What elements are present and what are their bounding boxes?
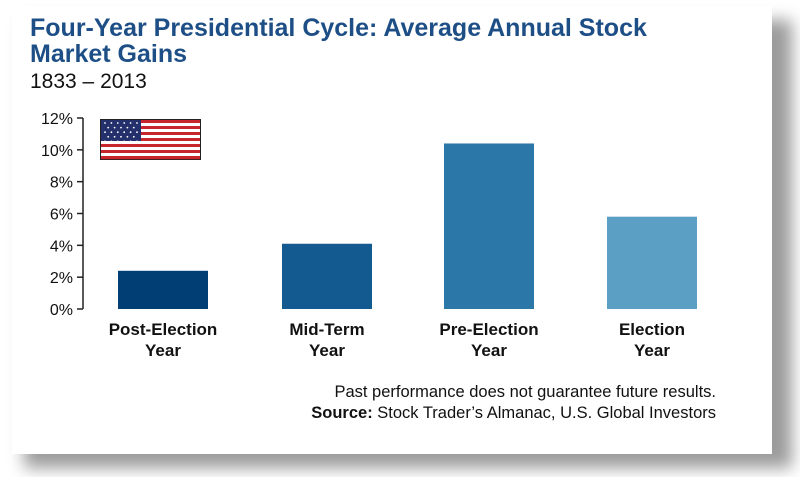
flag-star [136,131,138,134]
flag-star [126,126,129,129]
x-category-label-line: Year [145,341,181,360]
flag-star [113,126,116,129]
flag-star [123,122,126,124]
flag-star [129,140,132,143]
flag-stripe [101,144,200,148]
flag-star [132,126,135,129]
bar [118,270,208,309]
y-tick-label: 4% [50,238,73,255]
chart-subtitle: 1833 – 2013 [30,70,147,93]
disclaimer-text: Past performance does not guarantee futu… [334,383,716,401]
y-axis: 0% 2% 4% 6% 8% 10% 12% [41,111,84,319]
y-tick-label: 10% [41,143,73,160]
flag-stripe [101,120,200,124]
flag-star [116,140,119,143]
x-category-label-line: Election [619,320,685,339]
x-category-label-line: Post-Election [109,320,218,339]
chart-title: Four-Year Presidential Cycle: Average An… [30,14,647,68]
x-category-label: Pre-Election Year [439,320,538,360]
flag-star [110,140,113,143]
bars [118,143,697,309]
y-tick-label: 8% [50,175,73,192]
x-category-label-line: Year [634,341,670,360]
flag-star [123,140,126,143]
chart-footnote: Past performance does not guarantee futu… [311,382,716,424]
flag-canton [101,120,141,141]
flag-star [113,135,116,138]
x-category-label: Election Year [619,320,685,360]
y-tick-label: 12% [41,111,73,128]
flag-star [110,131,113,134]
flag-star [107,135,110,138]
flag-stripe [101,153,200,157]
flag-stripe [101,132,200,136]
y-tick-label: 0% [50,302,73,319]
flag-star [107,126,110,129]
bar [444,143,534,309]
x-category-label-line: Pre-Election [439,320,538,339]
source-label: Source: [311,404,373,422]
x-category-label-line: Year [471,341,507,360]
flag-star [120,126,122,129]
x-category-label-line: Mid-Term [289,320,364,339]
flag-star [136,140,138,143]
y-tick-label: 2% [50,270,73,287]
flag-stripe [101,135,200,139]
flag-star [110,122,113,124]
x-category-label: Mid-Term Year [289,320,364,360]
x-category-label: Post-Election Year [109,320,218,360]
flag-star [104,131,106,134]
flag-stripe [101,150,200,154]
flag-stripe [101,138,200,142]
flag-stripe [101,147,200,151]
flag-star [129,122,132,124]
x-category-label-line: Year [309,341,345,360]
flag-star [116,122,119,124]
flag-star [120,135,122,138]
flag-star [116,131,119,134]
flag-star [104,140,106,143]
flag-stripe [101,156,200,160]
flag-star [104,122,106,124]
us-flag-icon [100,119,201,160]
bar [607,216,697,309]
flag-stripe [101,129,200,133]
y-tick-label: 6% [50,207,73,224]
source-line: Source: Stock Trader’s Almanac, U.S. Glo… [311,403,716,424]
flag-stripe [101,126,200,130]
flag-star [123,131,126,134]
flag-star [132,135,135,138]
flag-star [136,122,138,124]
flag-star [126,135,129,138]
flag-stripe [101,141,200,145]
bar [282,243,372,309]
source-text: Stock Trader’s Almanac, U.S. Global Inve… [372,404,716,422]
flag-star [129,131,132,134]
flag-stripe [101,123,200,127]
